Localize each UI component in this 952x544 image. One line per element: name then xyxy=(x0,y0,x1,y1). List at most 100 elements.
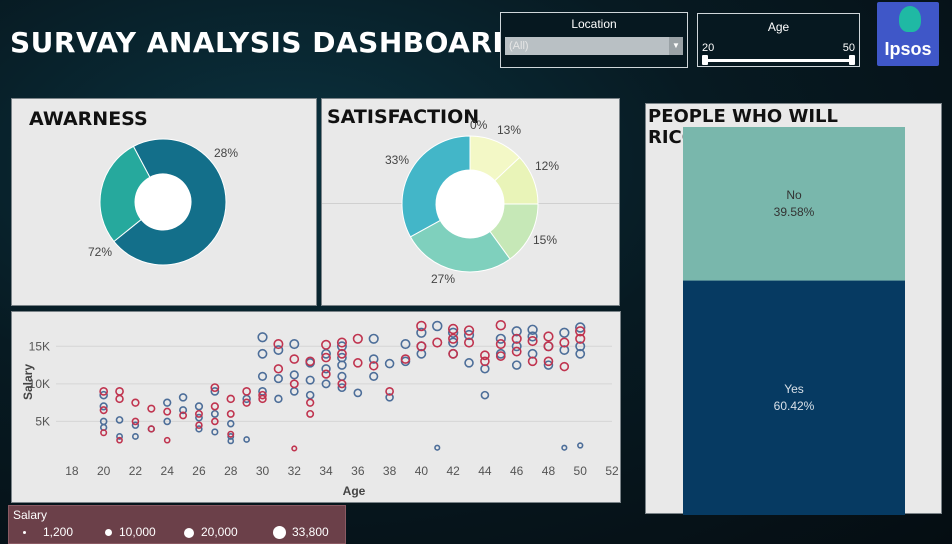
scatter-point-blue[interactable] xyxy=(131,433,139,440)
scatter-point-blue[interactable] xyxy=(463,329,475,341)
scatter-point-red[interactable] xyxy=(511,346,522,357)
scatter-point-red[interactable] xyxy=(289,354,300,364)
scatter-point-blue[interactable] xyxy=(99,402,108,411)
scatter-point-red[interactable] xyxy=(258,394,267,404)
scatter-point-red[interactable] xyxy=(448,348,459,359)
scatter-point-blue[interactable] xyxy=(131,421,140,429)
scatter-point-red[interactable] xyxy=(100,429,108,437)
scatter-point-blue[interactable] xyxy=(434,444,441,451)
scatter-point-red[interactable] xyxy=(463,325,475,336)
scatter-point-red[interactable] xyxy=(147,425,155,433)
scatter-point-blue[interactable] xyxy=(210,387,220,396)
scatter-point-blue[interactable] xyxy=(384,358,395,369)
scatter-point-red[interactable] xyxy=(99,406,108,415)
scatter-point-blue[interactable] xyxy=(480,390,490,400)
age-slider-max-handle[interactable] xyxy=(849,55,855,65)
age-filter[interactable]: Age 20 50 xyxy=(697,13,860,67)
scatter-point-red[interactable] xyxy=(527,335,538,347)
scatter-point-red[interactable] xyxy=(353,358,363,368)
scatter-point-red[interactable] xyxy=(416,341,427,352)
scatter-point-red[interactable] xyxy=(131,417,140,426)
scatter-point-blue[interactable] xyxy=(561,444,568,451)
scatter-point-blue[interactable] xyxy=(195,425,203,433)
scatter-point-red[interactable] xyxy=(242,398,251,407)
scatter-point-blue[interactable] xyxy=(289,387,299,396)
scatter-point-blue[interactable] xyxy=(273,345,284,356)
scatter-point-red[interactable] xyxy=(211,417,219,426)
scatter-point-red[interactable] xyxy=(163,407,172,416)
scatter-point-red[interactable] xyxy=(273,364,284,374)
scatter-point-blue[interactable] xyxy=(527,331,538,342)
scatter-point-red[interactable] xyxy=(291,445,298,452)
scatter-point-red[interactable] xyxy=(575,333,586,344)
scatter-point-red[interactable] xyxy=(543,341,554,352)
scatter-point-blue[interactable] xyxy=(527,324,538,335)
location-select[interactable]: (All) ▼ xyxy=(505,37,683,55)
scatter-point-red[interactable] xyxy=(305,356,315,367)
scatter-point-blue[interactable] xyxy=(559,327,570,338)
scatter-point-blue[interactable] xyxy=(385,393,394,402)
scatter-point-blue[interactable] xyxy=(321,364,331,374)
scatter-point-red[interactable] xyxy=(416,320,427,332)
scatter-point-red[interactable] xyxy=(115,387,124,396)
scatter-point-red[interactable] xyxy=(226,394,235,404)
scatter-point-blue[interactable] xyxy=(543,360,554,370)
scatter-point-blue[interactable] xyxy=(447,327,459,338)
scatter-point-blue[interactable] xyxy=(115,416,124,424)
scatter-point-blue[interactable] xyxy=(511,341,522,352)
scatter-point-blue[interactable] xyxy=(337,383,347,393)
scatter-point-red[interactable] xyxy=(306,409,315,418)
age-slider-min-handle[interactable] xyxy=(702,55,708,65)
age-slider-track[interactable] xyxy=(704,59,853,62)
scatter-point-red[interactable] xyxy=(227,430,235,438)
scatter-point-blue[interactable] xyxy=(575,348,586,359)
scatter-point-red[interactable] xyxy=(226,409,235,418)
scatter-point-red[interactable] xyxy=(337,348,347,359)
scatter-point-red[interactable] xyxy=(495,351,506,361)
scatter-point-red[interactable] xyxy=(495,339,506,350)
scatter-point-red[interactable] xyxy=(289,379,299,389)
scatter-point-blue[interactable] xyxy=(369,371,379,381)
scatter-point-red[interactable] xyxy=(447,323,459,335)
scatter-point-blue[interactable] xyxy=(305,390,315,400)
scatter-point-blue[interactable] xyxy=(416,327,427,338)
scatter-point-blue[interactable] xyxy=(511,326,522,337)
scatter-point-red[interactable] xyxy=(527,356,538,367)
scatter-point-red[interactable] xyxy=(195,409,203,418)
scatter-point-blue[interactable] xyxy=(495,333,506,344)
scatter-point-blue[interactable] xyxy=(400,339,411,350)
scatter-point-red[interactable] xyxy=(385,387,394,396)
recommend-yes-bar[interactable] xyxy=(683,280,905,515)
scatter-point-blue[interactable] xyxy=(464,358,474,368)
scatter-point-red[interactable] xyxy=(368,361,379,371)
scatter-point-red[interactable] xyxy=(305,398,315,407)
scatter-point-red[interactable] xyxy=(336,337,347,348)
scatter-point-blue[interactable] xyxy=(257,348,268,359)
scatter-point-blue[interactable] xyxy=(305,375,315,385)
scatter-point-blue[interactable] xyxy=(577,442,584,449)
scatter-point-red[interactable] xyxy=(210,402,219,411)
scatter-point-blue[interactable] xyxy=(116,433,123,440)
scatter-point-red[interactable] xyxy=(559,361,570,372)
scatter-point-blue[interactable] xyxy=(511,360,522,370)
scatter-point-blue[interactable] xyxy=(353,388,363,398)
scatter-point-red[interactable] xyxy=(321,352,331,363)
scatter-point-red[interactable] xyxy=(115,394,124,404)
scatter-point-red[interactable] xyxy=(463,337,475,348)
chevron-down-icon[interactable]: ▼ xyxy=(669,37,683,55)
scatter-point-blue[interactable] xyxy=(337,371,347,381)
recommend-no-bar[interactable] xyxy=(683,127,905,281)
scatter-point-blue[interactable] xyxy=(179,406,188,415)
scatter-point-red[interactable] xyxy=(559,337,570,348)
scatter-point-blue[interactable] xyxy=(257,371,268,381)
scatter-point-red[interactable] xyxy=(273,339,284,350)
scatter-point-blue[interactable] xyxy=(195,413,203,422)
scatter-point-red[interactable] xyxy=(337,379,347,389)
scatter-point-blue[interactable] xyxy=(210,409,219,418)
scatter-point-blue[interactable] xyxy=(194,402,204,411)
scatter-point-red[interactable] xyxy=(495,320,507,331)
scatter-point-red[interactable] xyxy=(116,436,123,444)
scatter-point-red[interactable] xyxy=(321,339,332,350)
scatter-point-blue[interactable] xyxy=(575,322,586,333)
scatter-point-blue[interactable] xyxy=(274,394,283,404)
